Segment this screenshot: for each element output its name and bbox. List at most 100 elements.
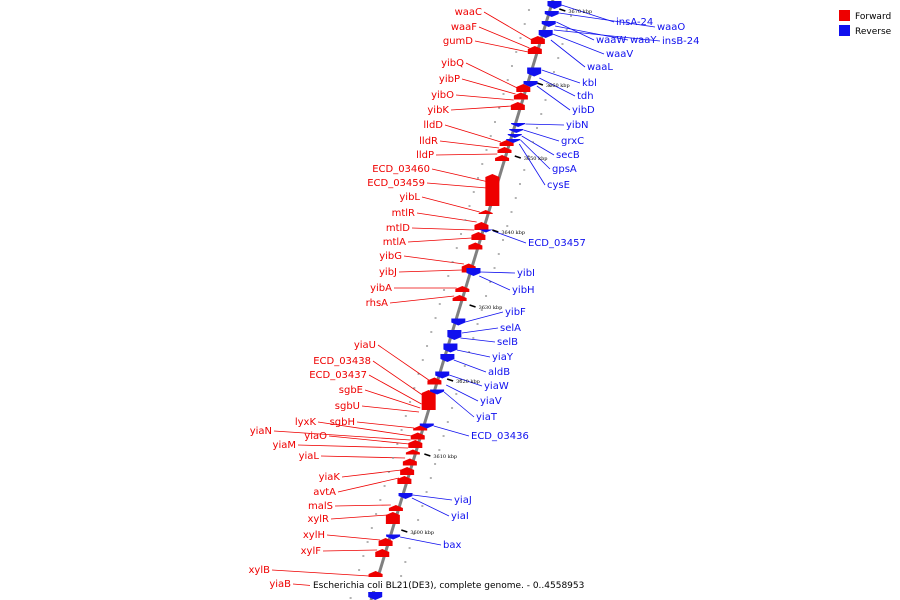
forward-gene-feature: [408, 440, 423, 448]
kbp-tick-label: 3660 kbp: [546, 83, 570, 89]
forward-gene-feature: [413, 425, 428, 431]
forward-label-leader: [341, 469, 402, 478]
forward-gene-feature: [499, 140, 514, 146]
reverse-gene-feature: [538, 30, 553, 38]
reverse-label-leader: [461, 327, 499, 334]
forward-gene-label: yiaU: [354, 340, 376, 351]
reverse-gene-feature: [443, 343, 458, 353]
reverse-label-leader: [456, 349, 491, 358]
reverse-label-leader: [400, 536, 442, 546]
gene-labels: waaC waaF gumD yibQ yibP yibO yibK lldD lldR lldP…: [249, 7, 700, 590]
forward-gene-label: yibL: [399, 192, 420, 203]
forward-gene-label: avtA: [313, 487, 336, 498]
forward-label-leader: [389, 295, 455, 304]
reverse-gene-feature: [507, 134, 522, 138]
forward-label-leader: [435, 153, 498, 156]
forward-label-leader: [444, 124, 502, 143]
reverse-gene-label: yibH: [512, 285, 535, 296]
forward-gene-label: gumD: [443, 36, 473, 47]
forward-gene-label: waaF: [451, 22, 477, 33]
reverse-label-leader: [541, 69, 581, 84]
kbp-tick: [536, 82, 544, 86]
reverse-gene-feature: [506, 139, 521, 143]
reverse-label-leader: [550, 39, 586, 68]
forward-gene-feature: [495, 155, 510, 161]
forward-label-leader: [403, 255, 464, 265]
reverse-label-leader: [539, 77, 576, 97]
forward-label-leader: [361, 405, 420, 413]
reverse-gene-label: yibD: [572, 105, 595, 116]
reverse-gene-label: waaL: [587, 62, 613, 73]
forward-gene-label: yibK: [427, 105, 449, 116]
forward-gene-feature: [510, 102, 525, 110]
forward-label-leader: [337, 477, 400, 493]
forward-label-leader: [377, 344, 429, 381]
reverse-gene-feature: [419, 423, 434, 429]
reverse-label-leader: [480, 271, 516, 274]
reverse-gene-label: selA: [500, 323, 521, 334]
reverse-gene-label: yiaJ: [454, 495, 472, 506]
reverse-label-leader: [553, 29, 661, 42]
forward-gene-label: yibP: [439, 74, 460, 85]
forward-gene-feature: [405, 449, 420, 455]
reverse-gene-label: tdh: [577, 91, 594, 102]
reverse-gene-feature: [466, 268, 481, 276]
kbp-tick-label: 3650 kbp: [524, 156, 548, 162]
reverse-label-leader: [555, 25, 629, 41]
forward-gene-label: yiaK: [319, 472, 341, 483]
reverse-label-leader: [433, 425, 470, 437]
forward-gene-feature: [530, 36, 545, 44]
forward-gene-feature: [385, 512, 400, 524]
reverse-gene-label: waaV: [606, 49, 633, 60]
forward-gene-label: xylR: [307, 514, 329, 525]
forward-label-leader: [364, 389, 421, 409]
reverse-label-leader: [561, 4, 615, 23]
forward-gene-feature: [474, 222, 489, 230]
reverse-gene-feature: [398, 493, 413, 499]
scale-ticks: 3670 kbp 3660 kbp 3650 kbp 3640 kbp 3630 kbp…: [349, 8, 592, 599]
forward-gene-label: yiaO: [304, 431, 327, 442]
reverse-gene-feature: [523, 81, 538, 87]
reverse-gene-label: kbl: [582, 78, 597, 89]
kbp-tick-label: 3670 kbp: [568, 9, 592, 15]
reverse-label-leader: [465, 311, 504, 323]
reverse-gene-label: yibI: [517, 268, 535, 279]
forward-gene-feature: [485, 174, 500, 206]
forward-label-leader: [421, 196, 480, 213]
reverse-gene-feature: [368, 592, 383, 600]
forward-label-leader: [320, 455, 406, 459]
kbp-tick-label: 3610 kbp: [433, 454, 457, 460]
forward-label-leader: [297, 444, 409, 449]
reverse-label-leader: [446, 384, 479, 402]
forward-gene-label: yibO: [431, 90, 454, 101]
forward-gene-feature: [516, 84, 531, 92]
reverse-gene-label: aldB: [488, 367, 510, 378]
forward-gene-label: yibJ: [379, 267, 397, 278]
reverse-gene-label: insB-24: [662, 36, 700, 47]
legend-forward-label: Forward: [855, 12, 891, 22]
legend: Forward Reverse: [839, 10, 892, 37]
reverse-gene-label: yiaI: [451, 511, 469, 522]
reverse-gene-feature: [541, 21, 556, 27]
forward-gene-feature: [478, 210, 493, 214]
forward-gene-feature: [421, 390, 436, 410]
reverse-gene-feature: [435, 371, 450, 379]
forward-label-leader: [439, 140, 500, 149]
reverse-gene-feature: [478, 229, 493, 233]
forward-gene-label: ECD_03460: [372, 164, 430, 175]
forward-label-leader: [461, 78, 516, 95]
kbp-tick: [514, 155, 522, 159]
forward-label-leader: [328, 435, 410, 445]
forward-gene-label: malS: [308, 501, 333, 512]
forward-gene-feature: [497, 147, 512, 153]
reverse-gene-label: grxC: [561, 136, 584, 147]
forward-gene-feature: [410, 432, 425, 440]
forward-label-leader: [416, 212, 477, 223]
reverse-label-leader: [556, 21, 595, 41]
forward-gene-label: yiaL: [299, 451, 320, 462]
reverse-label-leader: [443, 391, 475, 418]
forward-gene-label: ECD_03438: [313, 356, 371, 367]
forward-gene-feature: [388, 505, 403, 511]
reverse-gene-label: yiaT: [476, 412, 498, 423]
